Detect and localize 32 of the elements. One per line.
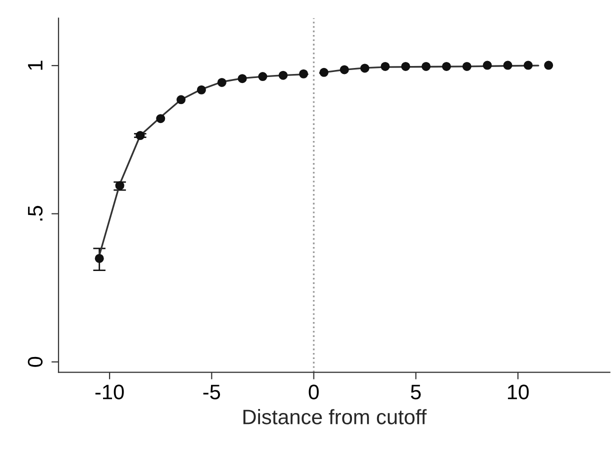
point <box>217 78 226 87</box>
point <box>278 70 288 80</box>
point <box>136 130 145 140</box>
x-axis-title: Distance from cutoff <box>243 409 427 424</box>
point <box>94 254 104 263</box>
y-tick-label: 1 <box>28 60 42 70</box>
point <box>462 62 472 71</box>
point <box>422 62 431 71</box>
point <box>544 60 554 70</box>
point <box>340 65 349 74</box>
y-tick-label: .5 <box>28 206 43 221</box>
x-tick-label: 5 <box>410 384 421 400</box>
point <box>258 72 268 82</box>
point <box>156 114 166 124</box>
x-tick-label: -10 <box>95 384 124 400</box>
point <box>401 62 410 71</box>
x-tick-label: -5 <box>203 384 220 400</box>
x-tick-label: 0 <box>308 384 319 400</box>
point <box>482 60 492 70</box>
point <box>380 62 390 71</box>
point <box>176 95 186 104</box>
point <box>524 60 533 70</box>
point <box>319 68 328 77</box>
point <box>442 62 451 71</box>
y-tick-label: 0 <box>28 356 43 367</box>
point <box>503 60 512 70</box>
point <box>196 85 206 94</box>
point <box>299 69 308 78</box>
point <box>115 181 124 190</box>
point <box>360 64 370 73</box>
point <box>238 74 247 84</box>
x-tick-label: 10 <box>508 384 529 400</box>
